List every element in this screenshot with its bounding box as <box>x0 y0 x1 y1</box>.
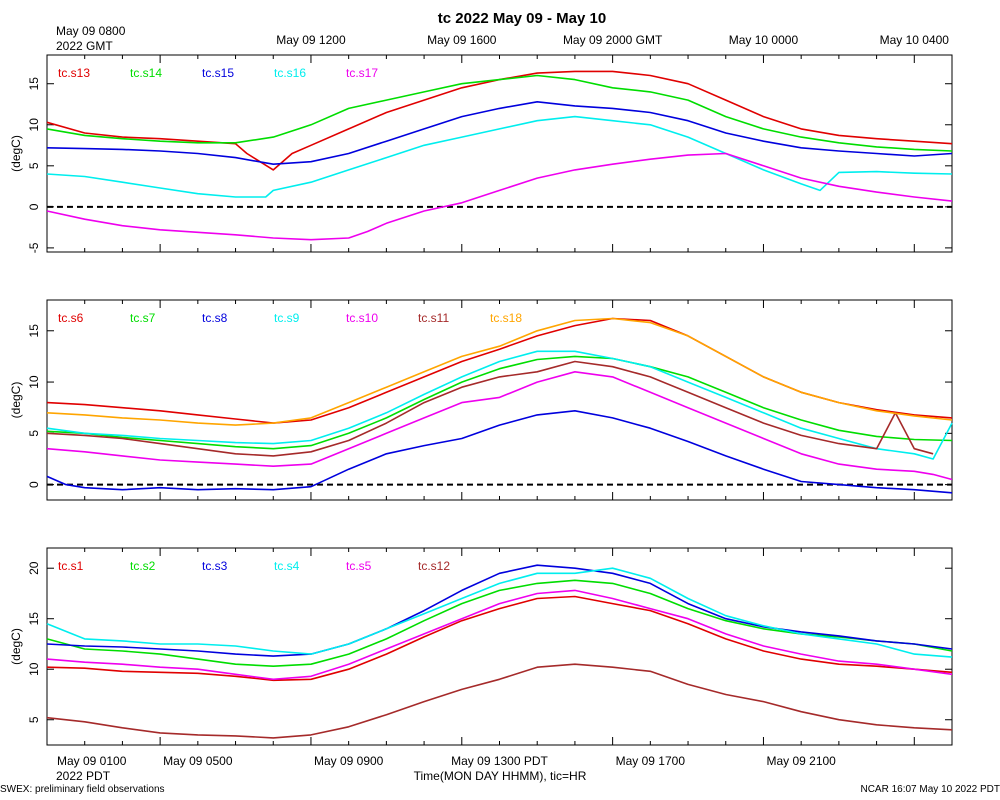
y-tick-label: 10 <box>27 375 41 389</box>
bottom-axis-year-label: 2022 PDT <box>56 769 111 783</box>
y-tick-label: 0 <box>27 203 41 210</box>
series-line-tc.s17 <box>46 152 953 241</box>
legend-tc.s13: tc.s13 <box>58 66 90 80</box>
legend-tc.s4: tc.s4 <box>274 559 300 573</box>
legend-tc.s11: tc.s11 <box>418 311 449 325</box>
legend-tc.s3: tc.s3 <box>202 559 228 573</box>
series-line-tc.s12 <box>46 663 953 739</box>
series-line-tc.s6 <box>46 317 953 424</box>
y-axis-label: (degC) <box>9 382 23 419</box>
y-tick-label: 0 <box>27 481 41 488</box>
legend-tc.s1: tc.s1 <box>58 559 84 573</box>
legend-tc.s12: tc.s12 <box>418 559 450 573</box>
x-ticks <box>46 548 953 745</box>
bottom-axis-label: May 09 0500 <box>163 754 233 768</box>
y-tick-label: 5 <box>27 716 41 723</box>
legend-tc.s10: tc.s10 <box>346 311 378 325</box>
y-tick-label: 15 <box>27 324 41 338</box>
legend-tc.s9: tc.s9 <box>274 311 300 325</box>
legend-tc.s7: tc.s7 <box>130 311 156 325</box>
series-line-tc.s13 <box>46 70 953 171</box>
x-axis-title: Time(MON DAY HHMM), tic=HR <box>414 769 587 783</box>
top-axis-label: May 09 2000 GMT <box>563 33 663 47</box>
x-ticks <box>46 300 953 500</box>
bottom-axis-label: May 09 0900 <box>314 754 384 768</box>
top-axis-first-label: May 09 0800 <box>56 24 126 38</box>
panel-frame <box>46 54 953 253</box>
series-line-tc.s2 <box>46 579 953 667</box>
panel-frame <box>46 299 953 501</box>
top-axis-label: May 09 1600 <box>427 33 497 47</box>
legend-tc.s16: tc.s16 <box>274 66 306 80</box>
series-line-tc.s8 <box>46 410 953 494</box>
series-line-tc.s14 <box>46 74 953 152</box>
bottom-axis-label: May 09 1700 <box>616 754 686 768</box>
chart-title: tc 2022 May 09 - May 10 <box>438 10 606 27</box>
legend-tc.s6: tc.s6 <box>58 311 84 325</box>
bottom-axis-labels: May 09 0100 May 09 0500 May 09 0900 May 09 … <box>57 754 836 768</box>
panel-1: -5 0 5 10 15 (degC) tc.s13 tc.s14 tc.s15 tc.s16 tc… <box>9 54 953 253</box>
top-axis-first-label-year: 2022 GMT <box>56 39 113 53</box>
series-line-tc.s18 <box>46 317 953 426</box>
footer-right-note: NCAR 16:07 May 10 2022 PDT <box>860 784 1000 795</box>
top-axis-label: May 10 0400 <box>880 33 950 47</box>
series-line-tc.s15 <box>46 101 953 165</box>
legend-tc.s17: tc.s17 <box>346 66 378 80</box>
top-axis-label: May 10 0000 <box>729 33 799 47</box>
y-tick-label: 20 <box>27 561 41 575</box>
top-axis-labels: May 09 1200 May 09 1600 May 09 2000 GMT May… <box>276 33 949 47</box>
bottom-axis-label: May 09 0100 <box>57 754 127 768</box>
y-tick-label: 5 <box>27 162 41 169</box>
y-tick-label: 10 <box>27 662 41 676</box>
series-line-tc.s16 <box>46 115 953 198</box>
y-tick-label: 5 <box>27 430 41 437</box>
series-line-tc.s3 <box>46 564 953 657</box>
legend-tc.s18: tc.s18 <box>490 311 522 325</box>
legend-tc.s15: tc.s15 <box>202 66 234 80</box>
series-line-tc.s9 <box>46 350 953 460</box>
x-ticks <box>46 55 953 252</box>
y-tick-label: 10 <box>27 118 41 132</box>
panel-3: 5 10 15 20 (degC) tc.s1 tc.s2 tc.s3 tc.s4 tc.s5 tc… <box>9 547 953 746</box>
series-line-tc.s1 <box>46 595 953 682</box>
y-axis-label: (degC) <box>9 135 23 172</box>
series-line-tc.s5 <box>46 589 953 681</box>
panel-2: 0 5 10 15 (degC) tc.s6 tc.s7 tc.s8 tc.s9 tc.s10 tc… <box>9 299 953 501</box>
bottom-axis-label: May 09 2100 <box>766 754 836 768</box>
top-axis-label: May 09 1200 <box>276 33 346 47</box>
y-tick-label: -5 <box>27 242 41 253</box>
y-tick-label: 15 <box>27 612 41 626</box>
legend-tc.s14: tc.s14 <box>130 66 162 80</box>
y-tick-label: 15 <box>27 77 41 91</box>
bottom-axis-label: May 09 1300 PDT <box>451 754 548 768</box>
footer-left-note: SWEX: preliminary field observations <box>0 784 165 795</box>
legend-tc.s2: tc.s2 <box>130 559 156 573</box>
legend-tc.s5: tc.s5 <box>346 559 372 573</box>
y-axis-label: (degC) <box>9 628 23 665</box>
series-line-tc.s7 <box>46 355 953 450</box>
series-line-tc.s11 <box>46 360 934 457</box>
series-line-tc.s4 <box>46 567 953 658</box>
legend-tc.s8: tc.s8 <box>202 311 228 325</box>
series-line-tc.s10 <box>46 371 953 481</box>
